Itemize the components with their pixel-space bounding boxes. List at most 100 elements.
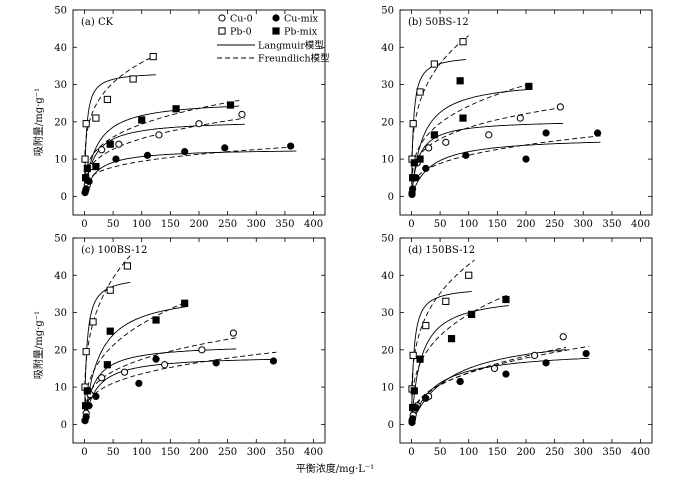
data-point-pb-0 xyxy=(123,262,132,270)
langmuir-curve-cu-mix xyxy=(411,141,601,197)
data-point-cu-mix xyxy=(143,151,152,159)
x-tick-label: 50 xyxy=(434,447,447,458)
data-point-pb-mix xyxy=(83,164,91,173)
data-point-pb-mix xyxy=(181,299,189,307)
series-cu-mix xyxy=(408,349,590,427)
x-tick-label: 400 xyxy=(631,219,650,230)
freundlich-curve-cu-0 xyxy=(411,346,567,420)
legend-marker-pb-0 xyxy=(218,27,226,35)
data-point-pb-mix xyxy=(447,335,456,343)
legend: Cu-0 Cu-mix Pb-0 Pb-mix Langmuir模型Freundlich… xyxy=(217,14,330,65)
data-point-pb-mix xyxy=(502,295,510,304)
data-point-pb-0 xyxy=(106,286,114,294)
data-point-cu-0 xyxy=(98,374,106,382)
data-point-cu-0 xyxy=(559,333,567,341)
series-pb-mix xyxy=(409,295,510,412)
data-point-cu-mix xyxy=(221,144,229,152)
data-point-cu-mix xyxy=(287,142,295,150)
legend-label-freundlich: Freundlich模型 xyxy=(258,53,330,65)
data-point-cu-0 xyxy=(198,346,206,354)
panel-title: (d) 150BS-12 xyxy=(408,245,475,256)
data-point-pb-0 xyxy=(442,297,450,305)
x-tick-label: 200 xyxy=(516,447,535,458)
x-tick-label: 150 xyxy=(488,219,507,230)
data-point-cu-mix xyxy=(542,129,550,137)
panel-4: 0 50 100 150 200 250 300 350 400 0 10 20 30 40 50 (d) 1… xyxy=(381,234,653,458)
plot-frame xyxy=(399,237,653,444)
series-cu-0 xyxy=(408,103,564,197)
freundlich-curve-pb-0 xyxy=(411,259,475,395)
data-point-cu-mix xyxy=(135,379,143,387)
data-point-pb-mix xyxy=(410,387,418,395)
data-point-cu-mix xyxy=(269,357,278,365)
data-point-cu-mix xyxy=(462,151,470,159)
data-point-pb-mix xyxy=(83,387,91,395)
data-point-cu-0 xyxy=(490,364,499,373)
data-point-pb-0 xyxy=(465,271,473,279)
langmuir-curve-pb-0 xyxy=(84,281,131,414)
y-tick-label: 10 xyxy=(381,155,394,166)
data-point-cu-mix xyxy=(582,349,590,358)
x-tick-label: 200 xyxy=(189,219,208,230)
data-point-pb-mix xyxy=(410,159,418,167)
series-pb-0 xyxy=(81,262,132,391)
x-tick-label: 50 xyxy=(107,219,120,230)
x-tick-label: 100 xyxy=(459,447,478,458)
x-tick-label: 100 xyxy=(132,219,151,230)
freundlich-curve-pb-mix xyxy=(84,301,188,411)
data-point-pb-mix xyxy=(430,131,438,139)
legend-label-pb-mix: Pb-mix xyxy=(284,27,318,38)
data-point-cu-mix xyxy=(522,155,530,163)
data-point-cu-mix xyxy=(409,185,417,193)
data-point-pb-mix xyxy=(103,361,111,369)
data-point-cu-mix xyxy=(112,155,120,163)
y-tick-label: 20 xyxy=(54,345,67,356)
series-pb-0 xyxy=(408,271,473,393)
x-tick-label: 200 xyxy=(516,219,535,230)
x-tick-label: 400 xyxy=(631,447,650,458)
data-point-cu-mix xyxy=(82,413,90,421)
y-tick-label: 0 xyxy=(61,420,67,431)
data-point-cu-0 xyxy=(442,138,450,146)
series-pb-mix xyxy=(82,101,235,182)
freundlich-curve-cu-0 xyxy=(84,337,237,413)
data-point-pb-mix xyxy=(467,310,476,319)
data-point-pb-mix xyxy=(525,82,533,91)
langmuir-curve-cu-0 xyxy=(84,123,245,196)
data-point-cu-0 xyxy=(516,114,524,122)
y-tick-label: 20 xyxy=(54,117,67,128)
x-tick-label: 400 xyxy=(304,447,323,458)
data-point-cu-0 xyxy=(161,361,169,369)
data-point-cu-mix xyxy=(92,392,100,401)
data-point-cu-mix xyxy=(542,359,550,367)
x-tick-label: 250 xyxy=(218,219,237,230)
x-axis-label: 平衡浓度/mg·L⁻¹ xyxy=(296,462,374,475)
x-tick-label: 300 xyxy=(247,219,266,230)
y-tick-label: 40 xyxy=(54,271,67,282)
data-point-pb-0 xyxy=(409,351,417,360)
langmuir-curve-pb-0 xyxy=(411,59,466,185)
langmuir-curve-pb-mix xyxy=(84,306,188,423)
data-point-cu-0 xyxy=(238,110,246,118)
y-tick-label: 0 xyxy=(388,192,394,203)
curves-group xyxy=(411,35,601,197)
freundlich-curve-cu-0 xyxy=(411,106,564,182)
x-tick-label: 150 xyxy=(161,447,180,458)
langmuir-curve-cu-mix xyxy=(84,150,297,196)
y-tick-label: 0 xyxy=(61,192,67,203)
y-tick-label: 30 xyxy=(54,80,67,91)
langmuir-curve-pb-0 xyxy=(411,291,472,415)
x-tick-label: 150 xyxy=(161,219,180,230)
data-point-pb-mix xyxy=(456,77,464,85)
data-point-cu-0 xyxy=(195,120,203,128)
freundlich-curve-pb-mix xyxy=(411,82,532,181)
x-tick-label: 250 xyxy=(545,447,564,458)
data-point-pb-mix xyxy=(226,101,235,109)
langmuir-curve-pb-mix xyxy=(84,105,240,195)
data-point-pb-mix xyxy=(138,116,146,124)
freundlich-curve-pb-mix xyxy=(411,294,509,407)
freundlich-curve-cu-mix xyxy=(411,345,590,419)
y-tick-label: 40 xyxy=(54,43,67,54)
panel-2: 0 50 100 150 200 250 300 350 400 0 10 20 30 40 50 (b) 5… xyxy=(381,6,653,230)
